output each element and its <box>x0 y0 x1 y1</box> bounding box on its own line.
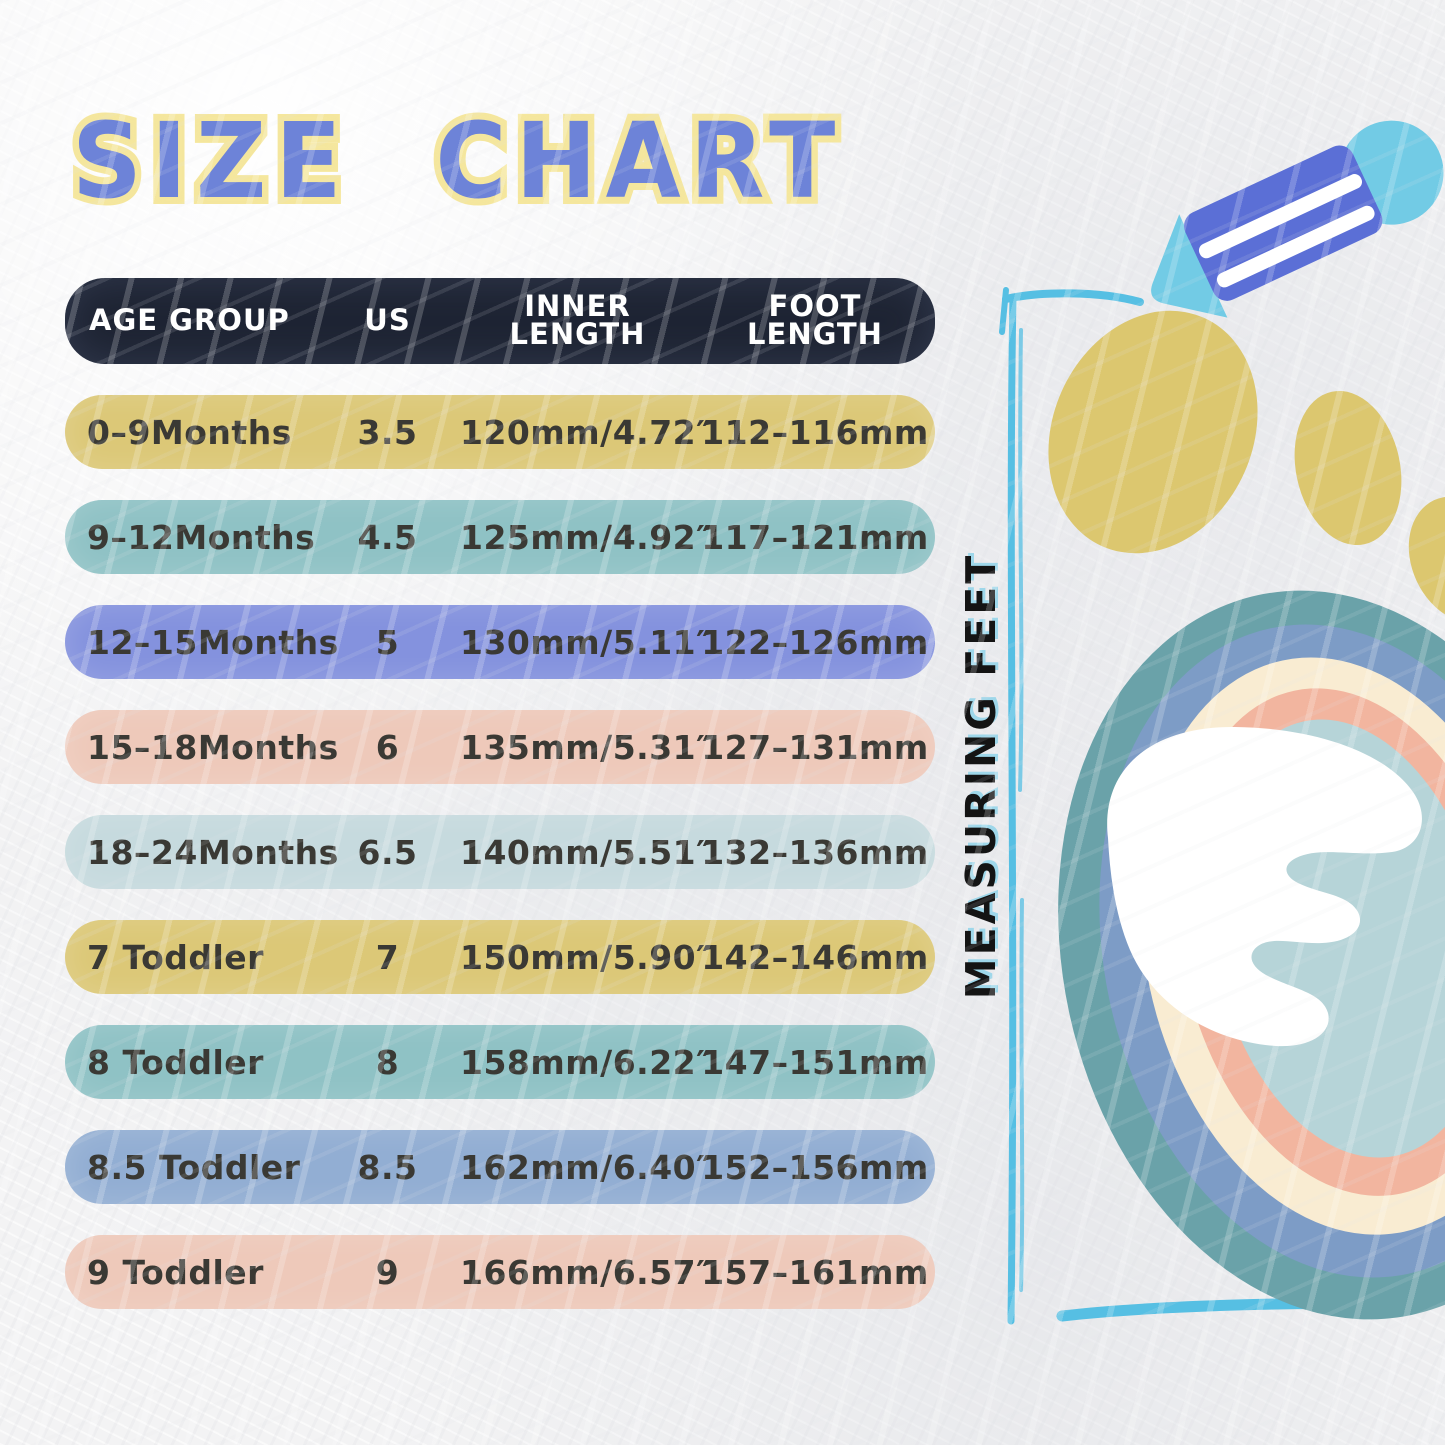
inner-length-cell: 120mm/4.72″ <box>460 412 712 452</box>
footprint-white-blob <box>1107 726 1422 1047</box>
table-row: 12–15Months 5 130mm/5.11″ 122–126mm <box>65 605 935 679</box>
foot-length-cell: 117–121mm <box>701 517 929 557</box>
age-group-cell: 9–12Months <box>87 517 316 557</box>
table-row: 9–12Months 4.5 125mm/4.92″ 117–121mm <box>65 500 935 574</box>
foot-length-cell: 147–151mm <box>701 1042 929 1082</box>
us-size-cell: 7 <box>375 937 400 977</box>
us-size-cell: 5 <box>375 622 400 662</box>
measuring-feet-label: MEASURING FEET <box>957 552 1005 1000</box>
age-group-cell: 0–9Months <box>87 412 292 452</box>
table-row: 7 Toddler 7 150mm/5.90″ 142–146mm <box>65 920 935 994</box>
table-row: 9 Toddler 9 166mm/6.57″ 157–161mm <box>65 1235 935 1309</box>
table-row: 8 Toddler 8 158mm/6.22″ 147–151mm <box>65 1025 935 1099</box>
footprint-icon <box>1048 310 1445 1320</box>
table-row: 8.5 Toddler 8.5 162mm/6.40″ 152–156mm <box>65 1130 935 1204</box>
inner-length-cell: 158mm/6.22″ <box>460 1042 712 1082</box>
inner-length-cell: 125mm/4.92″ <box>460 517 712 557</box>
inner-length-cell: 135mm/5.31″ <box>460 727 712 767</box>
pencil-icon <box>1151 120 1444 318</box>
page-title: SIZE CHART <box>66 93 845 229</box>
age-group-cell: 8 Toddler <box>87 1042 264 1082</box>
foot-length-cell: 122–126mm <box>701 622 929 662</box>
age-group-cell: 9 Toddler <box>87 1252 264 1292</box>
table-row: 0–9Months 3.5 120mm/4.72″ 112–116mm <box>65 395 935 469</box>
age-group-cell: 8.5 Toddler <box>87 1147 301 1187</box>
header-inner-length: INNER LENGTH <box>509 289 646 351</box>
inner-length-cell: 130mm/5.11″ <box>460 622 712 662</box>
us-size-cell: 8 <box>375 1042 400 1082</box>
header-us: US <box>364 303 411 338</box>
us-size-cell: 6.5 <box>357 832 418 872</box>
header-age-group: AGE GROUP <box>89 303 290 338</box>
foot-length-cell: 157–161mm <box>701 1252 929 1292</box>
table-row: 15–18Months 6 135mm/5.31″ 127–131mm <box>65 710 935 784</box>
table-header-row: AGE GROUP US INNER LENGTH FOOT LENGTH <box>65 278 935 364</box>
age-group-cell: 18–24Months <box>87 832 339 872</box>
age-group-cell: 15–18Months <box>87 727 339 767</box>
foot-length-cell: 152–156mm <box>701 1147 929 1187</box>
age-group-cell: 7 Toddler <box>87 937 264 977</box>
inner-length-cell: 150mm/5.90″ <box>460 937 712 977</box>
inner-length-cell: 162mm/6.40″ <box>460 1147 712 1187</box>
us-size-cell: 6 <box>375 727 400 767</box>
age-group-cell: 12–15Months <box>87 622 339 662</box>
us-size-cell: 4.5 <box>357 517 418 557</box>
us-size-cell: 8.5 <box>357 1147 418 1187</box>
inner-length-cell: 140mm/5.51″ <box>460 832 712 872</box>
foot-length-cell: 142–146mm <box>701 937 929 977</box>
table-row: 18–24Months 6.5 140mm/5.51″ 132–136mm <box>65 815 935 889</box>
inner-length-cell: 166mm/6.57″ <box>460 1252 712 1292</box>
us-size-cell: 9 <box>375 1252 400 1292</box>
foot-length-cell: 132–136mm <box>701 832 929 872</box>
hand-drawn-frame <box>999 287 1420 1325</box>
header-foot-length: FOOT LENGTH <box>747 289 883 351</box>
us-size-cell: 3.5 <box>357 412 418 452</box>
foot-length-cell: 127–131mm <box>701 727 929 767</box>
foot-length-cell: 112–116mm <box>701 412 929 452</box>
size-table: AGE GROUP US INNER LENGTH FOOT LENGTH 0–… <box>65 278 935 1309</box>
